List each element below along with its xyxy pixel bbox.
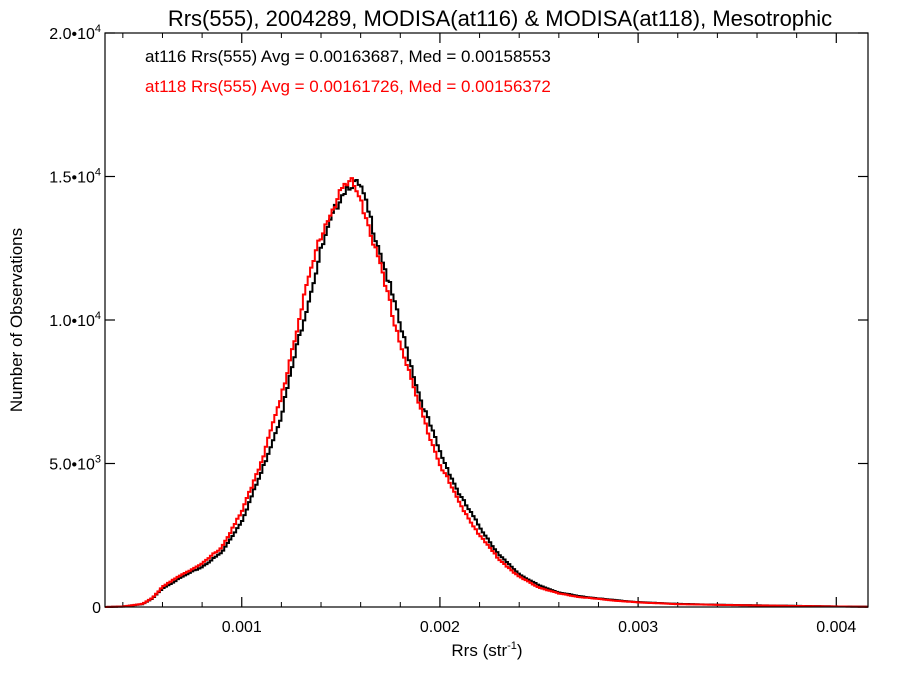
y-axis-label: Number of Observations bbox=[7, 228, 26, 412]
series-line-at118 bbox=[105, 177, 868, 608]
x-tick-label: 0.003 bbox=[618, 619, 658, 636]
y-tick-label: 0 bbox=[92, 600, 101, 617]
y-tick-label: 2.0•104 bbox=[49, 23, 101, 43]
y-tick-label: 5.0•103 bbox=[49, 454, 101, 474]
series-group bbox=[105, 177, 868, 608]
plot-frame bbox=[104, 32, 869, 608]
x-axis-label-end: ) bbox=[517, 641, 523, 660]
x-tick-label: 0.001 bbox=[222, 619, 262, 636]
x-tick-label: 0.002 bbox=[420, 619, 460, 636]
x-axis-label: Rrs (str-1) bbox=[451, 640, 522, 660]
x-axis-label-main: Rrs (str bbox=[451, 641, 507, 660]
legend-entry-at116: at116 Rrs(555) Avg = 0.00163687, Med = 0… bbox=[145, 47, 551, 66]
y-axis-ticks: 0 5.0•103 1.0•104 1.5•104 2.0•104 bbox=[49, 23, 868, 617]
x-axis-ticks: 0.001 0.002 0.003 0.004 bbox=[122, 33, 856, 636]
legend-entry-at118: at118 Rrs(555) Avg = 0.00161726, Med = 0… bbox=[145, 77, 551, 96]
x-axis-label-sup: -1 bbox=[507, 640, 517, 652]
x-tick-label: 0.004 bbox=[816, 619, 856, 636]
y-tick-label: 1.5•104 bbox=[49, 167, 101, 187]
chart-title: Rrs(555), 2004289, MODISA(at116) & MODIS… bbox=[168, 6, 832, 31]
y-tick-label: 1.0•104 bbox=[49, 310, 101, 330]
